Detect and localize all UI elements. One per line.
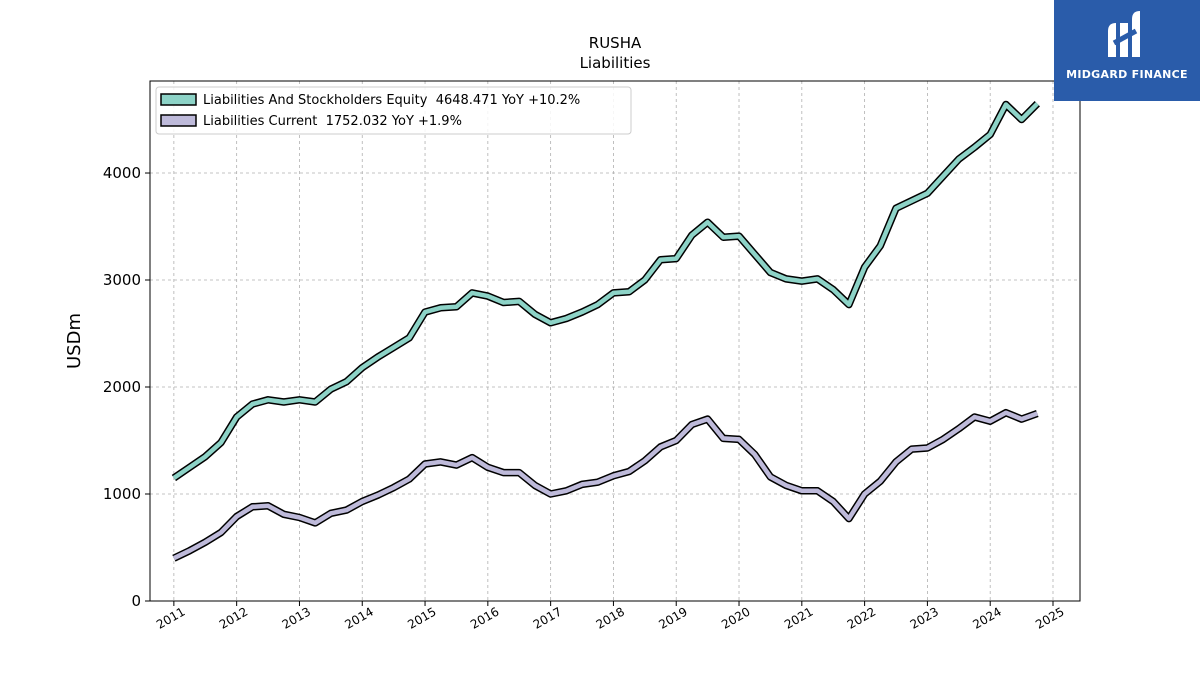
y-tick-label: 0 [131,592,141,610]
chart-title: RUSHA [589,34,642,52]
series-line-1 [172,410,1039,561]
y-axis: 0 1000 2000 3000 4000 [103,164,150,610]
legend-box [155,86,632,135]
series-line-0 [172,102,1039,480]
legend: Liabilities And Stockholders Equity 4648… [155,86,632,135]
legend-swatch-equity [160,93,197,106]
legend-label-current: Liabilities Current 1752.032 YoY +1.9% [203,114,462,129]
y-tick-label: 4000 [103,164,141,182]
y-tick-label: 1000 [103,485,141,503]
y-tick-label: 3000 [103,271,141,289]
y-tick-label: 2000 [103,378,141,396]
logo-mark-icon [1108,11,1140,57]
plot-frame [149,80,1081,602]
brand-name: MIDGARD FINANCE [1066,68,1188,81]
series-layer [171,100,1040,562]
legend-swatch-current [160,114,197,127]
grid [150,81,1080,601]
chart-subtitle: Liabilities [580,54,651,72]
brand-logo: MIDGARD FINANCE [1054,0,1200,101]
y-axis-label: USDm [64,313,85,369]
legend-label-equity: Liabilities And Stockholders Equity 4648… [203,93,580,108]
